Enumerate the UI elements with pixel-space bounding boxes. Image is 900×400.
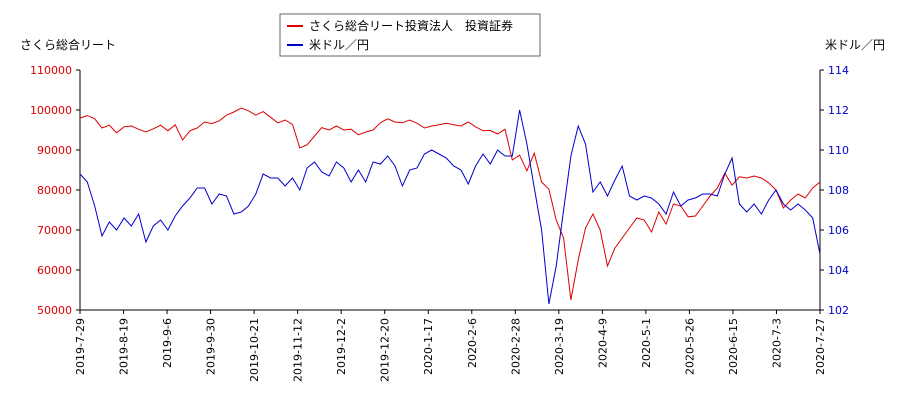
left-tick-label: 100000 — [30, 104, 72, 117]
right-tick-label: 102 — [828, 304, 849, 317]
left-tick-label: 50000 — [37, 304, 72, 317]
right-tick-label: 114 — [828, 64, 849, 77]
x-tick-label: 2019-7-29 — [74, 318, 87, 375]
series-layer — [79, 107, 821, 305]
legend-label-usdjpy: 米ドル／円 — [309, 38, 369, 52]
left-axis-label: さくら総合リート — [20, 37, 116, 52]
x-tick-label: 2020-2-6 — [466, 318, 479, 368]
x-tick-label: 2019-10-21 — [248, 318, 261, 382]
x-tick-label: 2019-12-2 — [335, 318, 348, 375]
x-tick-label: 2020-7-3 — [770, 318, 783, 368]
right-tick-label: 106 — [828, 224, 849, 237]
x-tick-label: 2019-9-6 — [161, 318, 174, 368]
legend-box — [279, 13, 541, 57]
x-tick-label: 2020-7-27 — [814, 318, 827, 375]
x-tick-label: 2020-4-9 — [596, 318, 609, 368]
x-tick-label: 2020-2-28 — [509, 318, 522, 375]
axes: 50000 60000 70000 80000 90000 100000 110000 102… — [30, 64, 849, 382]
x-tick-label: 2020-1-17 — [422, 318, 435, 375]
left-tick-label: 60000 — [37, 264, 72, 277]
x-tick-label: 2019-12-20 — [379, 318, 392, 382]
series-line-reit — [79, 107, 821, 301]
legend-label-reit: さくら総合リート投資法人 投資証券 — [309, 18, 513, 33]
left-tick-label: 110000 — [30, 64, 72, 77]
x-tick-label: 2019-8-19 — [118, 318, 131, 375]
right-axis-label: 米ドル／円 — [825, 38, 885, 52]
legend: さくら総合リート投資法人 投資証券 米ドル／円 — [279, 13, 541, 57]
x-tick-label: 2019-9-30 — [205, 318, 218, 375]
x-tick-label: 2019-11-12 — [292, 318, 305, 382]
left-tick-label: 80000 — [37, 184, 72, 197]
x-tick-label: 2020-5-1 — [640, 318, 653, 368]
right-tick-label: 108 — [828, 184, 849, 197]
right-tick-label: 110 — [828, 144, 849, 157]
x-tick-label: 2020-3-19 — [553, 318, 566, 375]
right-tick-label: 112 — [828, 104, 849, 117]
x-tick-label: 2020-6-15 — [727, 318, 740, 375]
left-tick-label: 90000 — [37, 144, 72, 157]
series-line-usdjpy — [79, 109, 821, 305]
x-tick-label: 2020-5-26 — [683, 318, 696, 375]
right-tick-label: 104 — [828, 264, 849, 277]
left-tick-label: 70000 — [37, 224, 72, 237]
